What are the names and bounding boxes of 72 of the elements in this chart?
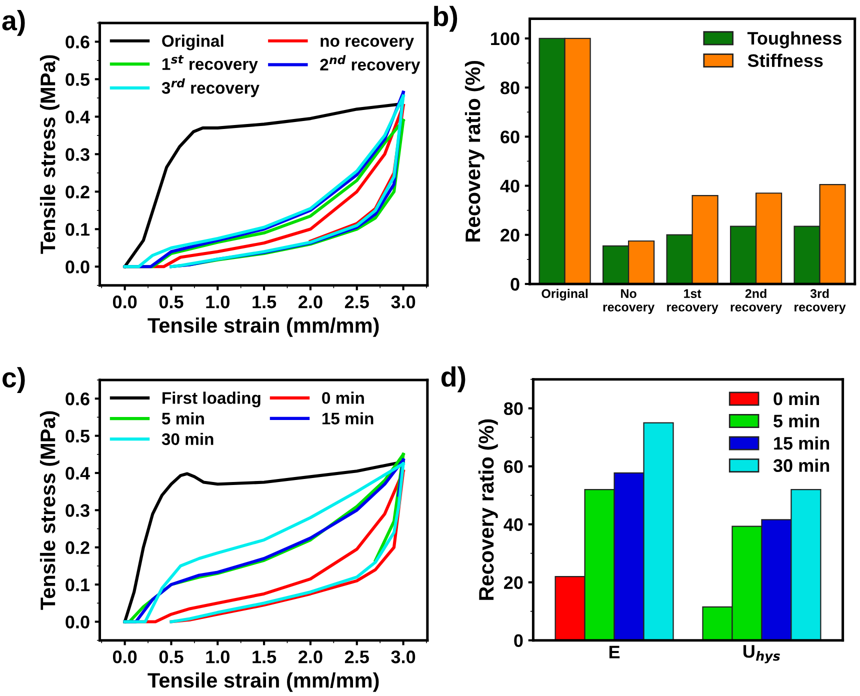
y-axis-title: Recovery ratio (%) — [464, 60, 484, 242]
legend-label: 0 min — [774, 392, 820, 406]
x-tick-label: 3.0 — [391, 650, 416, 664]
x-tick-label: E — [609, 646, 620, 658]
y-tick-label: 40 — [504, 518, 523, 532]
x-tick-label: 0.5 — [159, 296, 184, 308]
y-axis-title: Recovery ratio (%) — [478, 419, 498, 600]
y-tick-label: 0 — [514, 634, 523, 648]
y-tick-label: 20 — [504, 576, 523, 590]
x-tick-label: 2.0 — [298, 650, 322, 664]
legend-label: 15 min — [322, 412, 374, 424]
x-tick-label: 3rd recovery — [794, 288, 846, 314]
y-tick-label: 0.3 — [66, 148, 90, 161]
chart-title: b) — [434, 6, 458, 32]
x-tick-label: Original — [542, 288, 588, 301]
legend-label: 2$^{nd}$ recovery — [320, 55, 420, 74]
x-tick-label: 1.5 — [252, 650, 276, 664]
y-tick-label: 0.3 — [66, 504, 90, 517]
x-tick-label: 0.5 — [159, 650, 184, 664]
y-tick-label: 60 — [500, 130, 520, 144]
legend-label: no recovery — [320, 38, 414, 50]
chart-title: c) — [2, 367, 25, 393]
x-axis-title: Tensile strain (mm/mm) — [148, 672, 379, 692]
y-tick-label: 0.6 — [66, 392, 90, 406]
legend-label: 0 min — [322, 392, 364, 404]
x-tick-label: 1.0 — [206, 650, 230, 664]
x-tick-label: 1.0 — [206, 296, 230, 308]
legend-label: 3$^{rd}$ recovery — [162, 78, 260, 98]
y-tick-label: 0.1 — [66, 578, 90, 592]
legend-label: 15 min — [774, 436, 830, 450]
y-tick-label: 0.4 — [66, 110, 90, 124]
chart-title: a) — [2, 10, 25, 36]
legend-label: Original — [162, 34, 224, 50]
legend-label: Toughness — [747, 31, 842, 48]
y-axis-title: Tensile stress (MPa) — [40, 55, 60, 254]
y-tick-label: 0.5 — [66, 430, 90, 443]
y-tick-label: 60 — [504, 460, 523, 474]
x-tick-label: 2.5 — [344, 650, 369, 664]
y-axis-title: Tensile stress (MPa) — [40, 411, 60, 610]
x-tick-label: 3.0 — [391, 296, 416, 308]
legend-label: 30 min — [773, 458, 830, 472]
y-tick-label: 0.1 — [66, 223, 90, 236]
y-tick-label: 0 — [510, 278, 520, 291]
legend-label: 5 min — [774, 414, 820, 428]
x-tick-label: 2nd recovery — [730, 288, 782, 314]
x-tick-label: 1st recovery — [667, 289, 718, 314]
x-tick-label: U$_{hys}$ — [743, 645, 780, 664]
legend-label: 30 min — [162, 432, 214, 446]
y-tick-label: 100 — [491, 32, 520, 46]
y-tick-label: 0.5 — [66, 73, 90, 86]
x-tick-label: 2.5 — [344, 296, 369, 308]
legend-label: First loading — [162, 392, 260, 408]
x-tick-label: No recovery — [603, 289, 655, 314]
x-tick-label: 0.0 — [112, 296, 137, 308]
legend-label: Stiffness — [748, 54, 823, 68]
x-tick-label: 0.0 — [112, 650, 137, 664]
y-tick-label: 0.0 — [66, 616, 90, 628]
y-tick-label: 20 — [500, 228, 520, 242]
y-tick-label: 0.4 — [66, 466, 90, 480]
y-tick-label: 80 — [500, 81, 520, 94]
y-tick-label: 0.0 — [66, 260, 90, 274]
legend-label: 1$^{st}$ recovery — [162, 55, 258, 74]
y-tick-label: 40 — [500, 180, 520, 192]
x-tick-label: 2.0 — [298, 296, 322, 308]
y-tick-label: 0.2 — [66, 186, 90, 198]
x-axis-title: Tensile strain (mm/mm) — [148, 317, 379, 337]
x-tick-label: 1.5 — [252, 296, 276, 308]
chart-title: d) — [441, 366, 466, 392]
y-tick-label: 0.2 — [66, 541, 90, 554]
legend-label: 5 min — [162, 412, 204, 425]
y-tick-label: 80 — [504, 402, 523, 416]
y-tick-label: 0.6 — [66, 36, 90, 48]
